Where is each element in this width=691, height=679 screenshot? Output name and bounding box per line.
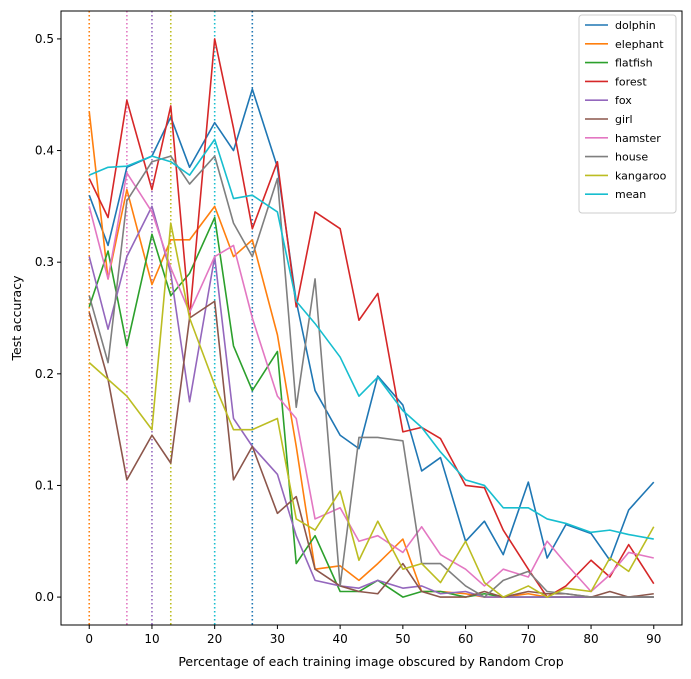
y-tick-label: 0.5	[35, 32, 54, 46]
legend: dolphin elephant flatfish forest fox girl hams…	[578, 14, 677, 214]
legend-label-elephant: elephant	[615, 38, 664, 51]
legend-label-house: house	[615, 151, 648, 164]
legend-label-dolphin: dolphin	[615, 19, 656, 32]
x-tick-label: 10	[144, 632, 159, 646]
x-tick-label: 90	[646, 632, 661, 646]
series-line-forest	[88, 38, 655, 598]
series-line-mean	[88, 138, 654, 540]
y-tick-label: 0.2	[35, 367, 54, 381]
x-tick-label: 0	[85, 632, 93, 646]
x-tick-label: 80	[583, 632, 598, 646]
legend-box	[578, 14, 677, 214]
y-tick-label: 0.4	[35, 144, 54, 158]
series-line-dolphin	[88, 88, 655, 562]
y-axis-label: Test accuracy	[9, 275, 24, 362]
x-axis-label: Percentage of each training image obscur…	[178, 654, 563, 669]
legend-label-fox: fox	[615, 94, 632, 107]
y-tick-label: 0.1	[35, 478, 54, 492]
y-tick-label: 0.0	[35, 590, 54, 604]
legend-label-flatfish: flatfish	[615, 57, 653, 70]
x-tick-label: 40	[332, 632, 347, 646]
series-line-hamster	[88, 172, 654, 593]
legend-label-girl: girl	[615, 113, 633, 126]
series-line-girl	[88, 300, 654, 598]
series-line-kangaroo	[88, 222, 655, 598]
x-tick-label: 70	[521, 632, 536, 646]
legend-label-kangaroo: kangaroo	[615, 169, 667, 182]
series-lines	[88, 38, 655, 598]
y-tick-label: 0.3	[35, 255, 54, 269]
legend-label-forest: forest	[615, 75, 647, 88]
legend-label-hamster: hamster	[615, 132, 661, 145]
x-tick-label: 30	[270, 632, 285, 646]
series-line-fox	[88, 205, 654, 598]
legend-label-mean: mean	[615, 188, 646, 201]
x-tick-label: 50	[395, 632, 410, 646]
plot-frame	[60, 10, 683, 626]
y-axis-ticks: 0.0 0.1 0.2 0.3 0.4 0.5	[35, 32, 61, 604]
x-axis-ticks: 0 10 20 30 40 50 60 70 80 90	[85, 625, 661, 646]
x-tick-label: 60	[458, 632, 473, 646]
x-tick-label: 20	[207, 632, 222, 646]
